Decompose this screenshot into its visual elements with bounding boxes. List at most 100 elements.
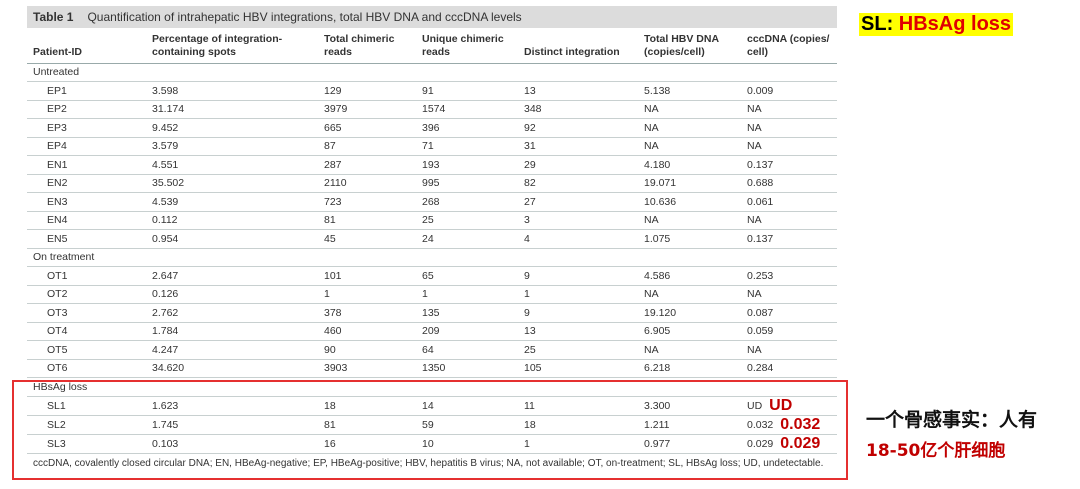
cell-value: 723 xyxy=(324,195,342,208)
cell-value: 0.059 xyxy=(747,325,774,338)
table-row: EN2 35.502 2110 995 82 19.071 0.688 xyxy=(27,174,837,193)
cell-value: NA xyxy=(747,343,762,356)
table-cell: 0.061 xyxy=(741,192,837,212)
patient-id-cell: OT4 xyxy=(27,322,146,341)
table-cell: 29 xyxy=(518,155,638,175)
table-cell: 19.071 xyxy=(638,174,741,193)
cell-value: 460 xyxy=(324,325,342,338)
cell-value: NA xyxy=(644,288,659,301)
table-cell: 64 xyxy=(416,340,518,360)
table-caption: Table 1 Quantification of intrahepatic H… xyxy=(27,6,837,28)
cell-value: 92 xyxy=(524,121,536,134)
patient-id-cell: EP3 xyxy=(27,118,146,138)
cell-value: 0.137 xyxy=(747,158,774,171)
table-cell: 0.029 0.029 xyxy=(741,434,837,454)
cell-value: 24 xyxy=(422,232,434,245)
cell-value: 1 xyxy=(524,288,530,301)
table-cell: 0.253 xyxy=(741,266,837,286)
cell-value: 4.586 xyxy=(644,269,671,282)
table-row: EN3 4.539 723 268 27 10.636 0.061 xyxy=(27,192,837,212)
cell-value: 11 xyxy=(524,399,535,412)
table-cell: 16 xyxy=(318,434,416,454)
cell-value: 0.103 xyxy=(152,437,179,450)
table-cell: 82 xyxy=(518,174,638,193)
table-cell: 3.300 xyxy=(638,396,741,416)
cell-value: 1.075 xyxy=(644,232,671,245)
cell-value: EN4 xyxy=(47,214,68,227)
table-cell: 3 xyxy=(518,211,638,230)
cell-value: UD xyxy=(747,399,763,412)
sl-key: SL xyxy=(861,12,887,35)
cell-value: NA xyxy=(747,103,762,116)
group-header-row: Untreated xyxy=(27,63,837,82)
chinese-note-line-1: 一个骨感事实：人有 xyxy=(866,409,1038,431)
table-row: EN1 4.551 287 193 29 4.180 0.137 xyxy=(27,155,837,175)
table-cell: NA xyxy=(741,100,837,119)
table-cell: 1574 xyxy=(416,100,518,119)
table-cell: 81 xyxy=(318,211,416,230)
group-label: Untreated xyxy=(27,63,837,82)
cell-value: SL1 xyxy=(47,399,66,412)
cell-value: 1.623 xyxy=(152,399,179,412)
cell-value: EN1 xyxy=(47,158,68,171)
table-row: EN4 0.112 81 25 3 NA NA xyxy=(27,211,837,230)
table-cell: 25 xyxy=(416,211,518,230)
patient-id-cell: EP1 xyxy=(27,81,146,101)
cell-value: 0.032 xyxy=(747,418,774,431)
table-cell: 3903 xyxy=(318,359,416,378)
table-cell: NA xyxy=(638,211,741,230)
table-cell: NA xyxy=(638,340,741,360)
cell-value: 665 xyxy=(324,121,342,134)
table-cell: NA xyxy=(741,137,837,156)
cell-value: 34.620 xyxy=(152,362,185,375)
cell-value: 1 xyxy=(324,288,330,301)
table-cell: 6.218 xyxy=(638,359,741,378)
cell-value: 91 xyxy=(422,84,434,97)
table-cell: 378 xyxy=(318,303,416,323)
cell-value: 2.647 xyxy=(152,269,179,282)
patient-id-cell: EP4 xyxy=(27,137,146,156)
table-cell: 18 xyxy=(518,415,638,435)
table-cell: NA xyxy=(741,211,837,230)
table-cell: 0.059 xyxy=(741,322,837,341)
data-table-container: Table 1 Quantification of intrahepatic H… xyxy=(27,6,837,469)
table-cell: 4.247 xyxy=(146,340,318,360)
table-cell: NA xyxy=(638,118,741,138)
cell-value: 9 xyxy=(524,306,530,319)
table-cell: 10 xyxy=(416,434,518,454)
cell-value: 64 xyxy=(422,343,434,356)
table-cell: 3979 xyxy=(318,100,416,119)
cell-value: NA xyxy=(644,103,659,116)
patient-id-cell: SL1 xyxy=(27,396,146,416)
cell-value: OT6 xyxy=(47,362,68,375)
table-row: OT2 0.126 1 1 1 NA NA xyxy=(27,285,837,304)
cell-value: 71 xyxy=(422,140,434,153)
cell-value: 0.284 xyxy=(747,362,774,375)
cell-value: 19.071 xyxy=(644,177,677,190)
sl-separator: : xyxy=(886,12,894,35)
cell-value: 0.954 xyxy=(152,232,179,245)
patient-id-cell: OT5 xyxy=(27,340,146,360)
patient-id-cell: EN5 xyxy=(27,229,146,249)
table-cell: 45 xyxy=(318,229,416,249)
table-row: SL2 1.745 81 59 18 1.211 0.032 0.032 xyxy=(27,415,837,435)
cell-value: 193 xyxy=(422,158,440,171)
cell-value: 105 xyxy=(524,362,542,375)
cell-value: 25 xyxy=(524,343,536,356)
cell-value: EN3 xyxy=(47,195,68,208)
cell-value: 25 xyxy=(422,214,434,227)
cell-value: 129 xyxy=(324,84,342,97)
table-cell: 25 xyxy=(518,340,638,360)
sl-value: HBsAg loss xyxy=(898,12,1012,35)
cell-value: OT1 xyxy=(47,269,68,282)
table-cell: 1.784 xyxy=(146,322,318,341)
table-cell: 10.636 xyxy=(638,192,741,212)
table-cell: 268 xyxy=(416,192,518,212)
cell-value: 348 xyxy=(524,103,542,116)
table-cell: 6.905 xyxy=(638,322,741,341)
group-header-row: On treatment xyxy=(27,248,837,267)
cell-value: OT3 xyxy=(47,306,68,319)
cell-value: 101 xyxy=(324,269,342,282)
cell-value: NA xyxy=(644,140,659,153)
cell-value: 0.061 xyxy=(747,195,774,208)
